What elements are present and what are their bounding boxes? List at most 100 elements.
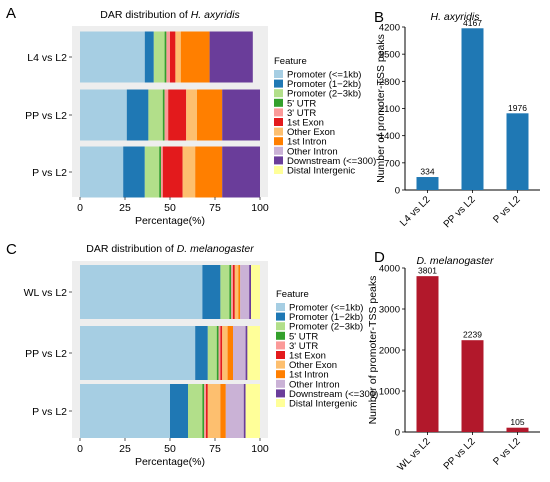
bar-segment — [161, 146, 163, 198]
legend-swatch — [276, 389, 285, 398]
bar-segment — [233, 326, 246, 380]
bar-segment — [225, 384, 244, 438]
x-tick-label: 25 — [119, 202, 131, 214]
legend-swatch — [274, 146, 283, 155]
bar-value-label: 334 — [420, 167, 434, 177]
legend-swatch — [274, 70, 283, 78]
category-label: PP vs L2 — [442, 436, 478, 472]
bar-segment — [209, 31, 253, 83]
legend-label: 1st Intron — [287, 137, 327, 148]
bar-segment — [182, 146, 196, 198]
panel-a-title-prefix: DAR distribution of — [100, 9, 190, 21]
legend-c: Feature Promoter (<=1kb)Promoter (1−2kb)P… — [276, 289, 378, 410]
legend-label: Other Intron — [287, 146, 338, 157]
x-axis-label: Percentage(%) — [135, 215, 205, 227]
legend-label: 3' UTR — [287, 108, 316, 119]
x-tick-label: 50 — [164, 443, 176, 455]
legend-swatch — [276, 360, 285, 369]
bar-segment — [153, 31, 165, 83]
bar-segment — [233, 265, 235, 319]
x-tick-label: 0 — [77, 202, 83, 214]
bar-segment — [188, 384, 203, 438]
bar-segment — [231, 265, 233, 319]
legend-label: Other Intron — [289, 379, 340, 390]
legend-label: Downstream (<=300) — [287, 156, 376, 167]
bar-segment — [80, 89, 127, 141]
bar-segment — [249, 265, 251, 319]
bar-segment — [202, 265, 221, 319]
legend-swatch — [274, 137, 283, 146]
chart-c-stacked-bars: WL vs L2 PP vs L2 P vs L2 0 25 50 75 100 Percent… — [24, 261, 269, 468]
bar-value-label: 4167 — [463, 18, 482, 28]
legend-label: Promoter (<=1kb) — [289, 303, 363, 314]
bar-segment — [243, 384, 246, 438]
legend-label: Promoter (<=1kb) — [287, 70, 361, 81]
legend-swatch — [274, 127, 283, 136]
category-label: PP vs L2 — [442, 194, 478, 230]
x-tick-label: 75 — [209, 443, 221, 455]
legend-swatch — [276, 379, 285, 388]
bar-value-label: 1976 — [508, 103, 527, 113]
bar-segment — [159, 146, 161, 198]
bar-segment — [168, 89, 187, 141]
chart-d-bars: 0 1000 2000 3000 4000 3801 WL vs L2 2239 PP vs L… — [367, 264, 540, 473]
bar-segment — [180, 31, 210, 83]
legend-label: 1st Exon — [287, 118, 324, 129]
category-label: P vs L2 — [491, 436, 523, 468]
panel-a-title-species: H. axyridis — [191, 9, 241, 21]
bar-segment — [251, 265, 260, 319]
panel-b-letter: B — [374, 9, 384, 26]
bar — [416, 177, 439, 190]
y-tick-label: 4200 — [379, 23, 400, 34]
bar-segment — [123, 146, 145, 198]
legend-label: Promoter (1−2kb) — [289, 312, 363, 323]
bar — [461, 28, 484, 190]
y-tick-label: 4000 — [379, 264, 400, 275]
y-tick-label: 3000 — [379, 305, 400, 316]
bar-segment — [204, 384, 206, 438]
legend-label: Promoter (2−3kb) — [289, 322, 363, 333]
bar-segment — [148, 89, 163, 141]
panel-b-title: H. axyridis — [430, 11, 480, 23]
y-tick-label: 2800 — [379, 77, 400, 88]
bar-segment — [202, 384, 205, 438]
legend-swatch — [276, 370, 285, 379]
bar-segment — [80, 265, 203, 319]
panel-a-title: DAR distribution of H. axyridis — [100, 9, 240, 21]
x-tick-label: 75 — [209, 202, 221, 214]
legend-swatch — [274, 156, 283, 165]
bar-segment — [222, 326, 228, 380]
bar-segment — [170, 31, 176, 83]
bar-segment — [170, 384, 188, 438]
bar-segment — [80, 326, 196, 380]
bar-segment — [207, 384, 221, 438]
category-label: P vs L2 — [491, 194, 523, 226]
legend-label: Other Exon — [289, 360, 337, 371]
bar-segment — [195, 146, 223, 198]
bar-segment — [222, 146, 260, 198]
legend-label: 1st Exon — [289, 351, 326, 362]
legend-label: 5' UTR — [289, 331, 318, 342]
category-label: PP vs L2 — [25, 110, 67, 122]
y-tick-label: 1000 — [379, 387, 400, 398]
bar — [461, 340, 484, 432]
legend-label: Other Exon — [287, 127, 335, 138]
legend-swatch — [276, 399, 285, 407]
bar-segment — [206, 384, 208, 438]
bar-segment — [197, 89, 223, 141]
y-axis-label: Number of promoter-TSS peaks — [367, 276, 379, 425]
bar-segment — [207, 326, 217, 380]
panel-d-letter: D — [374, 249, 385, 266]
chart-b-bars: 0 700 1400 2100 2800 3500 4200 334 L4 vs L2 4167 P… — [375, 18, 540, 230]
bar-segment — [126, 89, 149, 141]
category-label: WL vs L2 — [24, 287, 68, 299]
legend-swatch — [274, 118, 283, 126]
legend-swatch — [274, 89, 283, 98]
legend-label: Distal Intergenic — [287, 166, 355, 177]
bar-segment — [218, 326, 221, 380]
panel-c-title-species: D. melanogaster — [177, 243, 255, 255]
bar-segment — [186, 89, 197, 141]
category-label: L4 vs L2 — [398, 194, 433, 229]
bar-segment — [166, 31, 170, 83]
